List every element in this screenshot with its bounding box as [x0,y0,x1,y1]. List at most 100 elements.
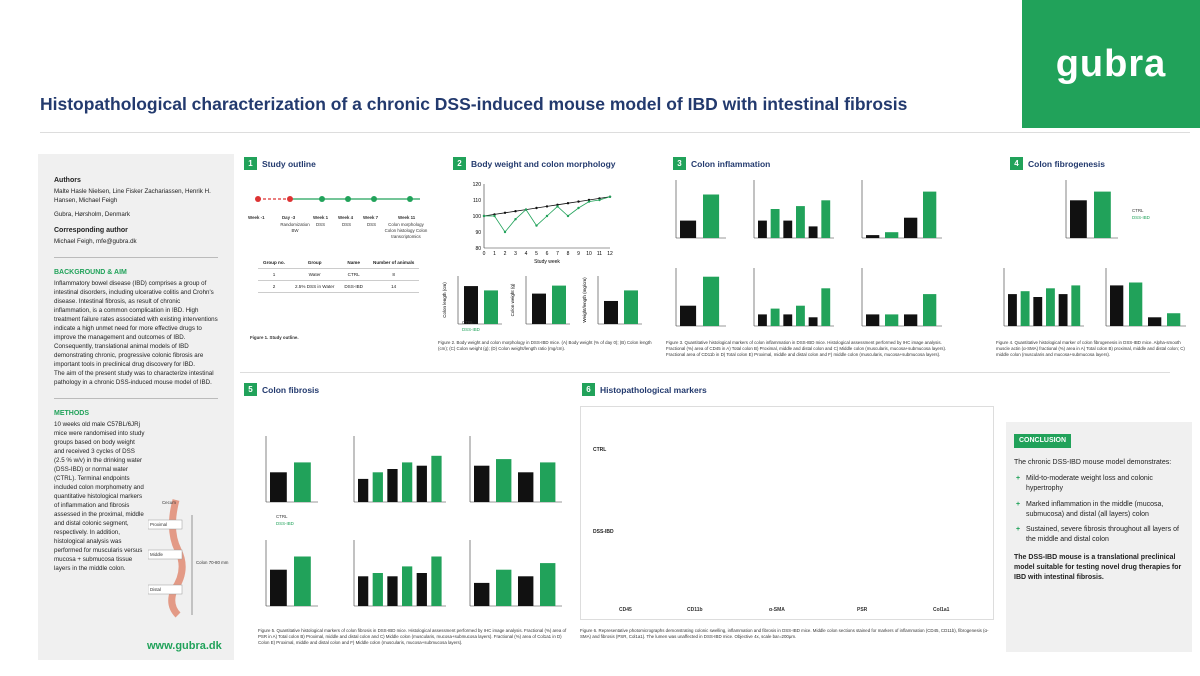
x-tick-label: 3 [514,251,517,257]
sidebar: Authors Malte Hasle Nielsen, Line Fisker… [38,154,234,660]
bar [431,455,442,502]
bar [758,220,767,238]
gubra-logo: gubra [1022,0,1200,128]
bar [1094,191,1111,238]
y-axis-label: Colon length (cm) [442,282,447,318]
fig3-caption: Figure 3. Quantitative histological mark… [666,340,947,357]
fig4-caption: Figure 4. Quantitative histological mark… [996,340,1185,357]
colon-label-middle: Middle [150,552,163,557]
week-label-1: Day -3 [282,215,296,220]
bg-heading: BACKGROUND & AIM [54,269,127,277]
section-3-num: 3 [673,157,686,170]
cd45-total-chart [675,180,726,239]
bar [387,576,398,606]
section-5-num: 5 [244,383,257,396]
week-label-3: Week 4 [338,215,354,220]
bar [387,469,398,502]
bar [866,314,880,326]
bar [783,220,793,238]
asma-regions-chart [1003,268,1084,327]
th-group: Group [289,257,340,269]
conclusion-final: The DSS-IBD mouse is a translational pre… [1014,554,1182,582]
section-6-num: 6 [582,383,595,396]
section-4-num: 4 [1010,157,1023,170]
event-4: DSS [367,222,377,227]
bar [808,226,818,238]
legend4-dss: DSS-IBD [1132,215,1150,220]
event-2: DSS [316,222,326,227]
colon-diagram [148,499,193,618]
y-tick-label: 80 [475,246,481,252]
bar [294,462,311,502]
bar [1033,297,1043,326]
col1a1-total-chart [265,540,318,607]
x-tick-label: 0 [483,251,486,257]
cell: 2.5% DSS in Water [289,280,340,293]
conclusion-item: Sustained, severe fibrosis throughout al… [1014,525,1184,545]
cell: Water [289,268,340,281]
x-tick-label: 5 [535,251,538,257]
bar [270,472,287,502]
y-tick-label: 100 [473,214,482,220]
x-tick-label: 2 [504,251,507,257]
bar [796,206,805,238]
legend5-ctrl: CTRL [276,514,288,519]
data-point [545,205,549,208]
bar [540,563,556,606]
y-axis-label: Weight/length (mg/cm) [582,277,587,323]
colon-length-chart: Colon length (cm) [442,276,502,325]
section-1-num: 1 [244,157,257,170]
psr-regions-chart [353,436,446,503]
series-line [484,196,611,233]
x-axis-label: Study week [534,259,560,265]
conclusion-item: Marked inflammation in the middle (mucos… [1014,500,1184,520]
x-tick-label: 10 [586,251,592,257]
asma-layers-chart [1105,268,1186,327]
event-3: DSS [342,222,352,227]
cd11b-regions-chart [753,268,834,327]
bar [552,285,566,324]
data-point [482,214,486,218]
bar [866,235,880,238]
x-tick-label: 11 [597,251,602,257]
poster-title: Histopathological characterization of a … [40,94,908,114]
bar [885,314,899,326]
bar [1008,294,1017,326]
bg-text-1: Inflammatory bowel disease (IBD) compris… [54,280,218,342]
fig2-caption: Figure 2. Body weight and colon morpholo… [438,340,652,351]
bar [358,478,369,502]
bar [402,462,413,502]
x-tick-label: 7 [556,251,559,257]
corr-author: Michael Feigh, mfe@gubra.dk [54,238,137,246]
methods-heading: METHODS [54,410,89,418]
data-point [503,211,507,214]
cd11b-layers-chart [861,268,942,327]
data-point [566,202,570,205]
conclusion-intro: The chronic DSS-IBD mouse model demonstr… [1014,459,1172,467]
y-axis-label: Colon weight (g) [510,283,515,316]
section-5-title: Colon fibrosis [262,385,320,395]
group-table: Group no. Group Name Number of animals 1… [258,257,420,293]
methods-text: 10 weeks old male C57BL/6JRj mice were r… [54,421,145,573]
bar [1058,294,1068,326]
bar [1129,282,1143,326]
bar [372,472,383,502]
bar [904,314,918,326]
data-point [577,200,580,203]
cell: CTRL [339,268,368,281]
section-2-num: 2 [453,157,466,170]
week-label-5: Week 11 [398,215,416,220]
bar [703,276,720,326]
fig1-caption: Figure 1. Study outline. [250,335,299,340]
bar [821,288,831,326]
bar [1148,317,1162,326]
legend4-ctrl: CTRL [1132,208,1144,213]
psr-layers-chart [469,436,562,503]
hist-col-cd45: CD45 [619,607,632,613]
asma-total-chart [1065,180,1118,239]
website-link[interactable]: www.gubra.dk [147,640,222,652]
hist-row-dss: DSS-IBD [593,529,614,535]
bar [1071,285,1081,326]
x-tick-label: 6 [546,251,549,257]
